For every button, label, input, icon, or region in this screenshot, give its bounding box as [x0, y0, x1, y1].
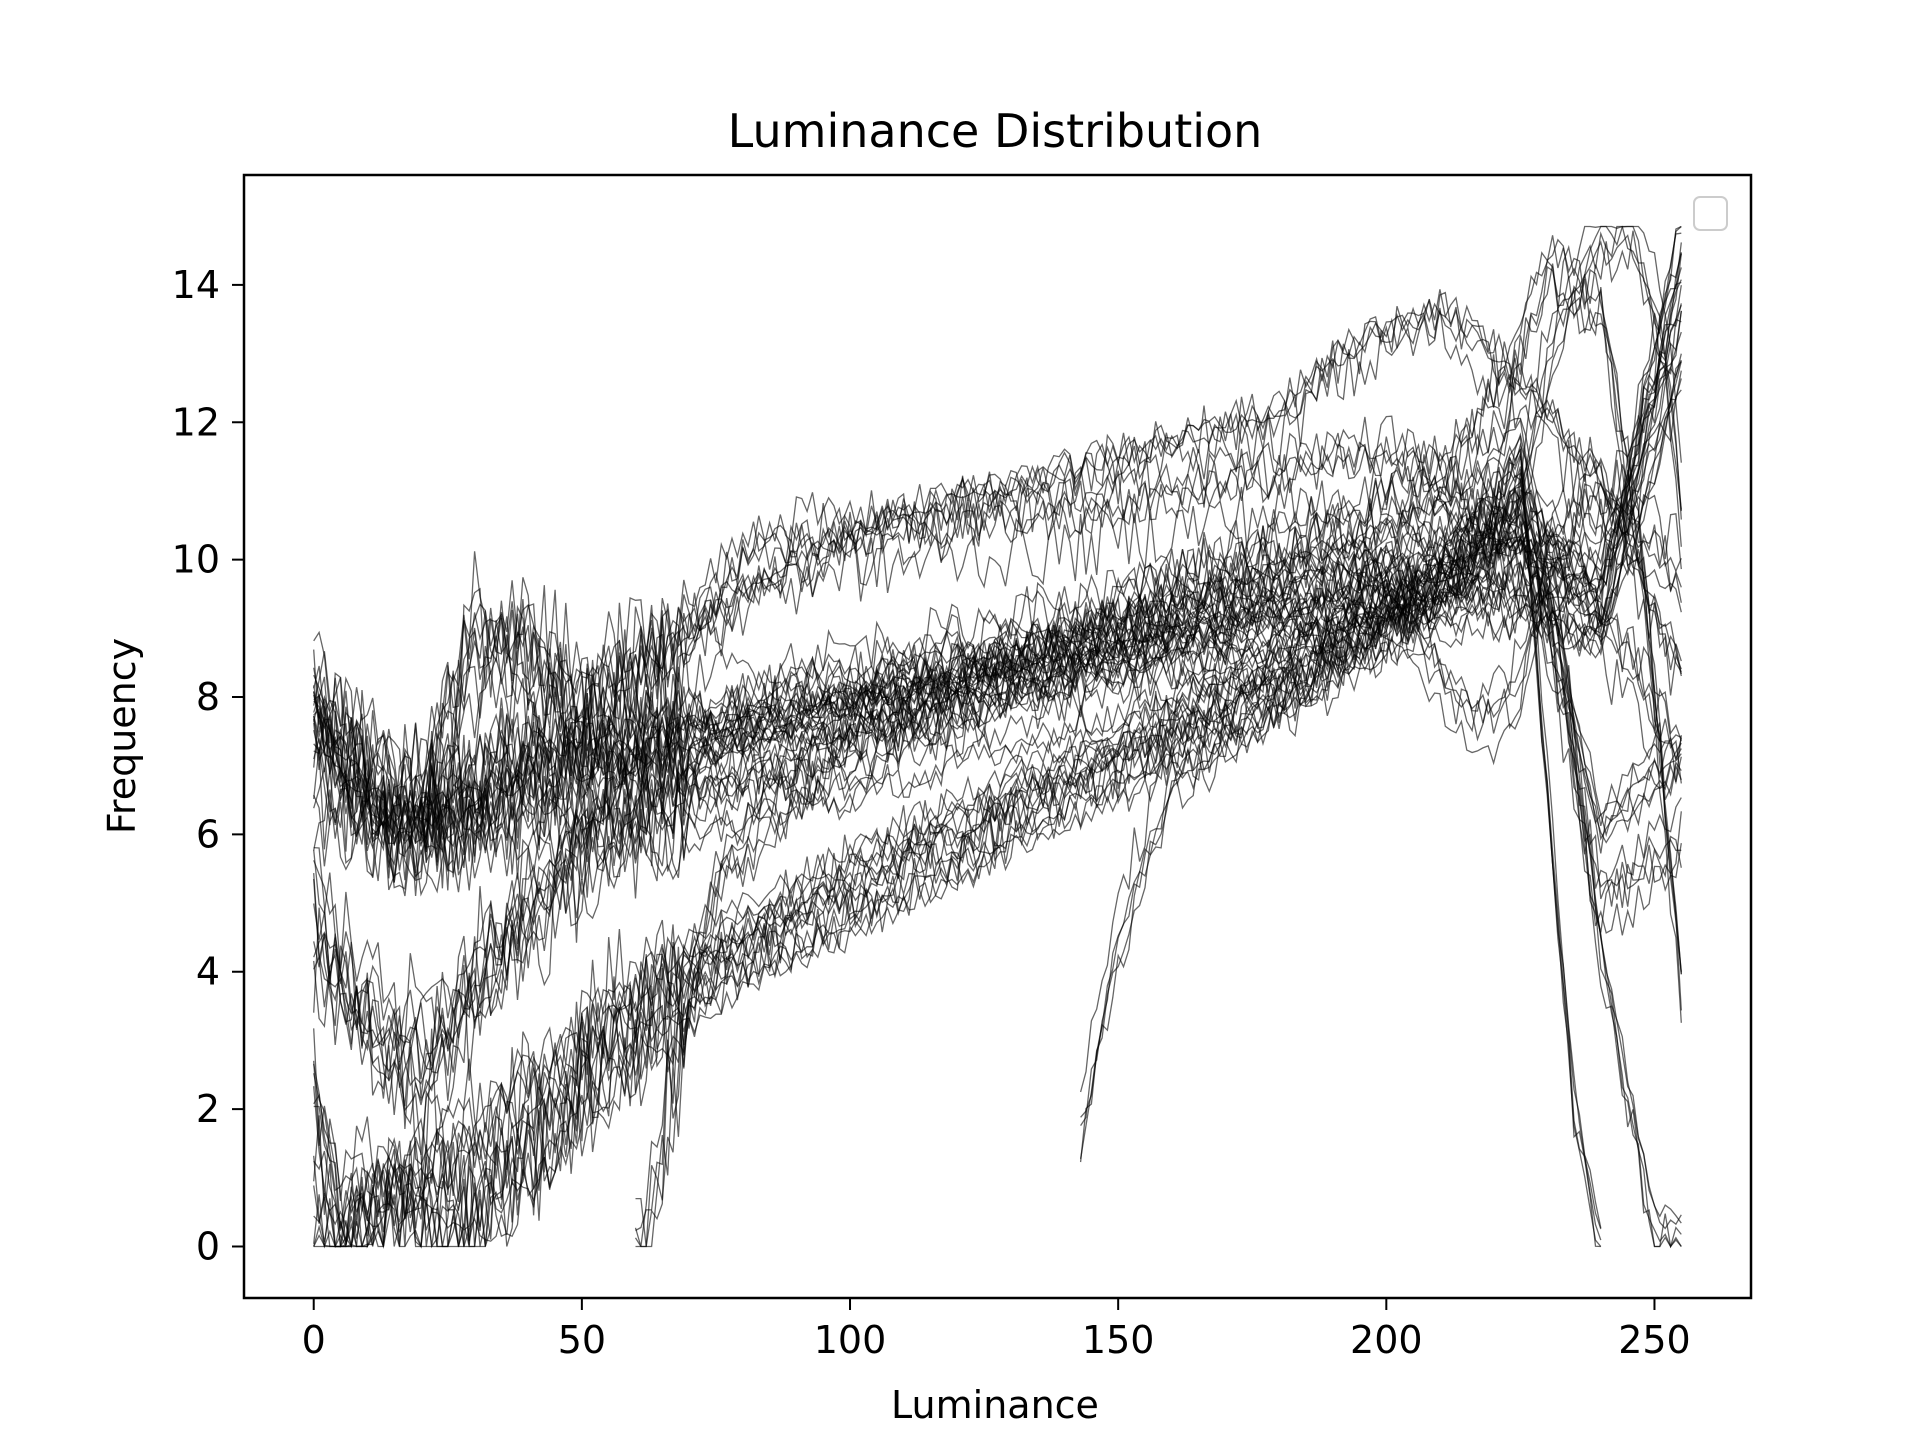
- series-line: [313, 432, 1682, 849]
- y-axis-label: Frequency: [100, 638, 144, 834]
- x-tick-label: 200: [1350, 1318, 1423, 1362]
- x-tick-label: 100: [814, 1318, 887, 1362]
- chart-title: Luminance Distribution: [728, 104, 1263, 158]
- series-line: [313, 252, 1682, 1107]
- legend-box: [1693, 196, 1728, 231]
- series-line: [313, 331, 1682, 834]
- series-line: [313, 447, 1602, 1249]
- y-tick-label: 12: [172, 400, 220, 444]
- series-line: [1080, 225, 1682, 1126]
- series-line: [420, 302, 1682, 824]
- series-line: [313, 417, 1682, 1230]
- x-axis: 0 50 100 150 200 250: [302, 1298, 1691, 1362]
- y-tick-label: 0: [196, 1224, 220, 1268]
- y-tick-label: 6: [196, 812, 220, 856]
- series-line: [634, 259, 1682, 1248]
- x-tick-label: 250: [1618, 1318, 1691, 1362]
- x-tick-label: 150: [1082, 1318, 1155, 1362]
- series-line: [313, 310, 1682, 853]
- series-line: [313, 226, 1682, 1045]
- y-tick-label: 10: [172, 538, 220, 582]
- series-line: [635, 263, 1682, 1247]
- series-line: [313, 304, 1682, 847]
- series-line: [420, 291, 1682, 823]
- series-line: [1079, 230, 1682, 1163]
- x-tick-label: 50: [558, 1318, 606, 1362]
- series-line: [313, 444, 1602, 1249]
- series-line: [313, 378, 1682, 882]
- series-line: [635, 265, 1682, 1248]
- series-layer: [313, 225, 1682, 1250]
- y-tick-label: 14: [172, 263, 220, 307]
- series-line: [313, 512, 1682, 897]
- series-line: [313, 253, 1682, 1088]
- series-line: [313, 490, 1682, 1201]
- series-line: [313, 478, 1682, 1245]
- plot-frame: [242, 173, 1753, 1300]
- y-axis: 0 2 4 6 8 10 12 14: [172, 263, 244, 1268]
- series-line: [313, 242, 1682, 817]
- x-axis-label: Luminance: [891, 1383, 1099, 1427]
- series-line: [313, 479, 1682, 856]
- series-line: [420, 298, 1682, 844]
- series-line: [313, 253, 1682, 1082]
- y-tick-label: 2: [196, 1087, 220, 1131]
- y-tick-label: 4: [196, 950, 220, 994]
- series-line: [313, 494, 1682, 1212]
- series-line: [1079, 234, 1682, 1160]
- x-tick-label: 0: [302, 1318, 326, 1362]
- y-tick-label: 8: [196, 675, 220, 719]
- series-line: [313, 361, 1682, 850]
- series-line: [313, 487, 1682, 1248]
